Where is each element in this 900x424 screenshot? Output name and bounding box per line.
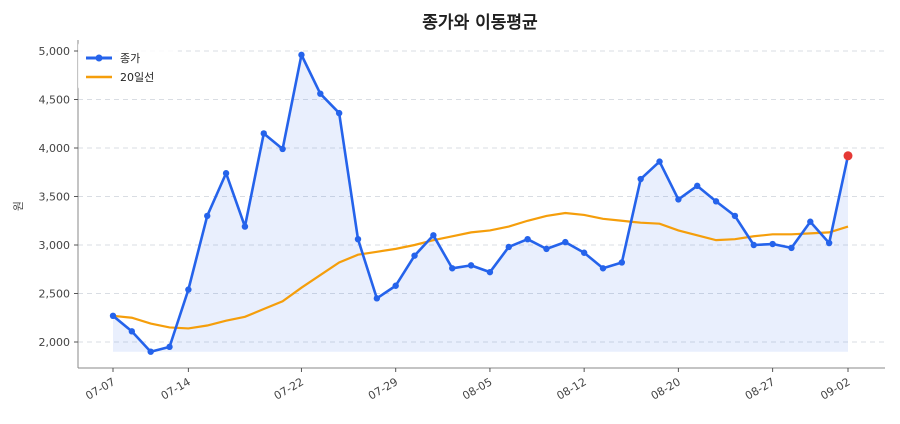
close-point [128,328,136,335]
close-point [712,198,720,205]
close-point [222,170,230,177]
close-point [392,282,399,289]
close-last-point [843,151,853,161]
close-point [298,51,305,59]
close-point [373,295,381,302]
close-point [109,312,117,320]
close-point [204,212,211,220]
x-tick-label: 08-27 [743,375,777,402]
x-tick-label: 07-07 [83,375,117,402]
close-point [185,286,192,293]
close-point [524,235,531,243]
close-point [618,259,626,266]
close-point [486,268,494,276]
close-point [335,109,343,117]
close-point [279,145,286,153]
close-point [317,90,324,97]
close-point [260,130,267,137]
close-point [599,265,607,272]
y-ticks: 2,000 2,500 3,000 3,500 4,000 4,500 5,000 [39,45,78,349]
close-point [147,348,154,355]
x-ticks: 07-07 07-14 07-22 07-29 08-05 08-12 08-20 08-27… [83,368,853,403]
chart-title: 종가와 이동평균 [422,13,538,33]
close-point [656,158,663,165]
close-area-fill [113,54,848,352]
close-point [769,240,776,248]
y-tick-label: 2,000 [39,336,71,349]
close-point [807,218,814,225]
y-tick-label: 3,000 [39,239,71,252]
x-tick-label: 07-14 [159,375,193,402]
close-point [788,244,795,252]
close-point [411,252,418,259]
x-tick-label: 08-05 [460,375,494,402]
ma20-line [112,211,849,330]
series-layer [109,51,853,355]
y-tick-label: 2,500 [39,288,71,301]
x-tick-label: 08-12 [554,375,588,402]
legend-marker-close [95,54,103,62]
legend-label-close: 종가 [120,52,140,65]
x-tick-label: 08-20 [649,375,683,402]
close-point [637,175,644,183]
close-point [675,196,682,203]
axes [77,40,885,369]
close-point [750,241,757,249]
close-point [166,343,173,351]
x-tick-label: 09-02 [818,375,852,402]
close-point [580,249,588,256]
y-tick-label: 4,000 [39,142,71,155]
close-point [825,239,833,247]
close-point [694,182,701,190]
close-point [449,265,456,272]
close-point [241,223,249,230]
close-point [562,238,569,246]
close-point [731,212,739,220]
close-point [430,232,437,239]
close-point [354,235,362,243]
legend: 종가 20일선 [78,42,178,90]
close-point [543,245,550,253]
y-tick-label: 5,000 [39,45,71,58]
legend-label-ma20: 20일선 [120,70,154,84]
x-tick-label: 07-22 [272,375,306,402]
close-point [505,243,512,251]
x-tick-label: 07-29 [366,375,400,402]
y-tick-label: 4,500 [39,94,71,107]
close-line [112,53,850,353]
y-tick-label: 3,500 [39,191,71,204]
close-point [467,262,475,269]
y-axis-label: 원 [12,201,25,211]
